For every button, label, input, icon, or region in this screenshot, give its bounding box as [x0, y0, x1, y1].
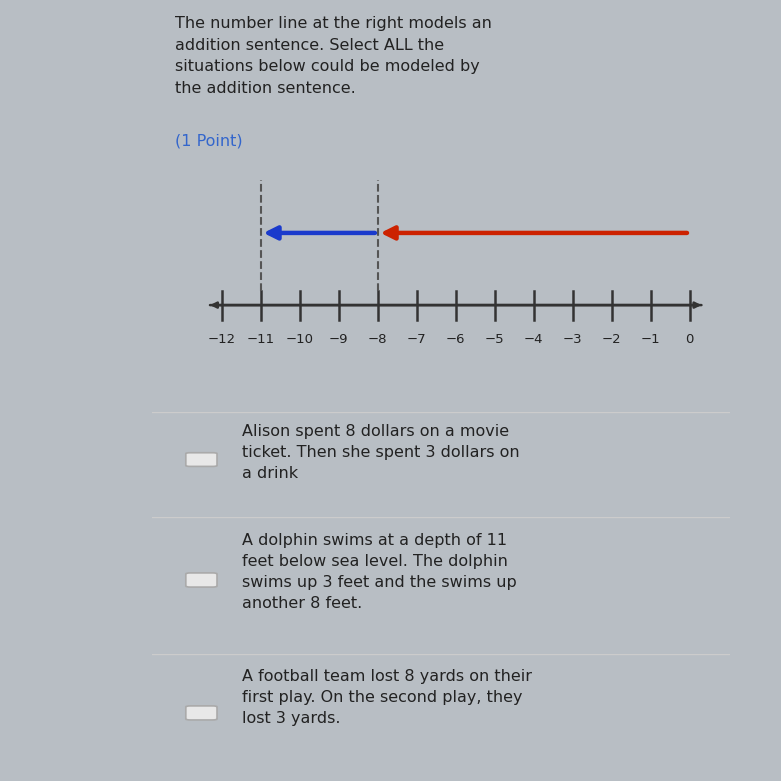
Text: A football team lost 8 yards on their
first play. On the second play, they
lost : A football team lost 8 yards on their fi… — [242, 669, 532, 726]
Text: −1: −1 — [641, 333, 661, 346]
Text: −5: −5 — [485, 333, 505, 346]
FancyBboxPatch shape — [186, 706, 217, 720]
Text: −4: −4 — [524, 333, 544, 346]
Text: (1 Point): (1 Point) — [176, 134, 243, 148]
FancyBboxPatch shape — [186, 453, 217, 466]
Text: −2: −2 — [602, 333, 622, 346]
Text: 0: 0 — [686, 333, 694, 346]
Text: A dolphin swims at a depth of 11
feet below sea level. The dolphin
swims up 3 fe: A dolphin swims at a depth of 11 feet be… — [242, 533, 516, 611]
FancyBboxPatch shape — [186, 573, 217, 587]
Text: −7: −7 — [407, 333, 426, 346]
Text: −8: −8 — [368, 333, 387, 346]
Text: −6: −6 — [446, 333, 465, 346]
Text: −11: −11 — [247, 333, 275, 346]
Text: −9: −9 — [329, 333, 348, 346]
Text: −10: −10 — [286, 333, 314, 346]
Text: −12: −12 — [208, 333, 236, 346]
Text: −3: −3 — [563, 333, 583, 346]
Text: Alison spent 8 dollars on a movie
ticket. Then she spent 3 dollars on
a drink: Alison spent 8 dollars on a movie ticket… — [242, 423, 519, 480]
Text: The number line at the right models an
addition sentence. Select ALL the
situati: The number line at the right models an a… — [176, 16, 492, 96]
